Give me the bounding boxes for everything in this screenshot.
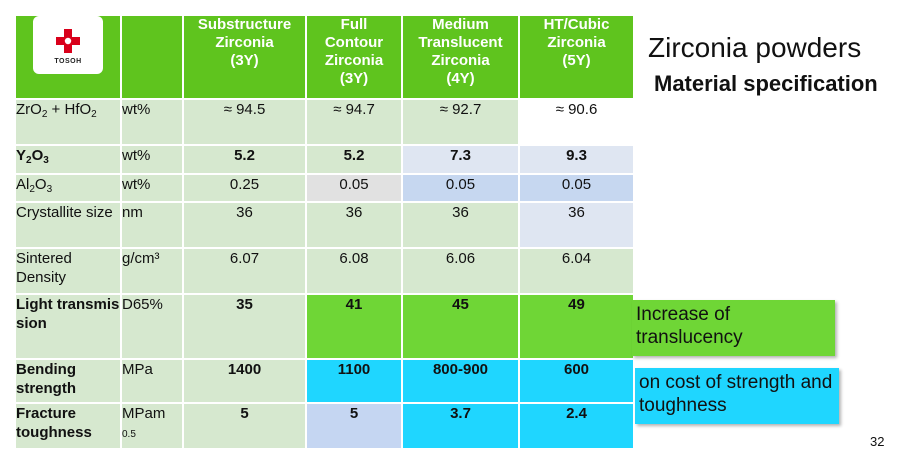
cell-value: 2.4 [520, 404, 633, 448]
row-unit: wt% [122, 175, 182, 201]
page-number: 32 [870, 434, 885, 449]
row-unit: D65% [122, 295, 182, 358]
slide-subtitle: Material specification [654, 71, 878, 96]
row-label-light: Light transmission [16, 295, 120, 358]
cell-value: 5.2 [307, 146, 401, 173]
cell-value: 49 [520, 295, 633, 358]
logo-cell: TOSOH [16, 16, 120, 98]
row-label-zro2: ZrO2 + HfO2 [16, 100, 120, 144]
cell-value: 6.07 [184, 249, 305, 293]
spec-table: TOSOH Substructure Zirconia (3Y) Full Conto… [14, 14, 635, 450]
cell-value: 800-900 [403, 360, 518, 402]
row-unit: MPam 0.5 [122, 404, 182, 448]
row-label-al2o3: Al2O3 [16, 175, 120, 201]
cell-value: 6.06 [403, 249, 518, 293]
tosoh-logo: TOSOH [33, 16, 103, 74]
strength-cost-callout: on cost of strength and toughness [635, 368, 839, 424]
row-unit: wt% [122, 100, 182, 144]
logo-text: TOSOH [54, 57, 82, 65]
row-label-fracture: Fracture toughness [16, 404, 120, 448]
col-header-full-contour: Full Contour Zirconia (3Y) [307, 16, 401, 98]
header-row: TOSOH Substructure Zirconia (3Y) Full Conto… [16, 16, 633, 98]
row-label-y2o3: Y2O3 [16, 146, 120, 173]
col-header-substructure: Substructure Zirconia (3Y) [184, 16, 305, 98]
row-unit: wt% [122, 146, 182, 173]
row-unit: MPa [122, 360, 182, 402]
cell-value: 0.05 [403, 175, 518, 201]
row-label-density: Sintered Density [16, 249, 120, 293]
slide-title: Zirconia powders [648, 32, 862, 63]
cell-value: 36 [520, 203, 633, 247]
translucency-callout: Increase of translucency [632, 300, 835, 356]
table-row: ZrO2 + HfO2 wt% ≈ 94.5 ≈ 94.7 ≈ 92.7 ≈ 9… [16, 100, 633, 144]
table-row: Al2O3 wt% 0.25 0.05 0.05 0.05 [16, 175, 633, 201]
cell-value: 5 [184, 404, 305, 448]
table-row: Bending strength MPa 1400 1100 800-900 6… [16, 360, 633, 402]
cell-value: 5 [307, 404, 401, 448]
cell-value: 6.04 [520, 249, 633, 293]
table-row: Crystallite size nm 36 36 36 36 [16, 203, 633, 247]
cell-value: 0.05 [307, 175, 401, 201]
col-header-ht-cubic: HT/Cubic Zirconia (5Y) [520, 16, 633, 98]
cell-value: 6.08 [307, 249, 401, 293]
unit-header [122, 16, 182, 98]
cell-value: 3.7 [403, 404, 518, 448]
row-label-bending: Bending strength [16, 360, 120, 402]
cell-value: 36 [307, 203, 401, 247]
cell-value: ≈ 90.6 [520, 100, 633, 144]
cell-value: 7.3 [403, 146, 518, 173]
table-row: Sintered Density g/cm³ 6.07 6.08 6.06 6.… [16, 249, 633, 293]
table-row: Fracture toughness MPam 0.5 5 5 3.7 2.4 [16, 404, 633, 448]
cell-value: 1100 [307, 360, 401, 402]
cell-value: 5.2 [184, 146, 305, 173]
cell-value: 600 [520, 360, 633, 402]
cell-value: ≈ 94.7 [307, 100, 401, 144]
tosoh-logo-icon [56, 28, 80, 53]
cell-value: 36 [403, 203, 518, 247]
cell-value: 1400 [184, 360, 305, 402]
table-row: Y2O3 wt% 5.2 5.2 7.3 9.3 [16, 146, 633, 173]
cell-value: ≈ 92.7 [403, 100, 518, 144]
cell-value: 45 [403, 295, 518, 358]
cell-value: 35 [184, 295, 305, 358]
cell-value: 9.3 [520, 146, 633, 173]
col-header-medium-translucent: Medium Translucent Zirconia (4Y) [403, 16, 518, 98]
row-unit: nm [122, 203, 182, 247]
cell-value: ≈ 94.5 [184, 100, 305, 144]
row-unit: g/cm³ [122, 249, 182, 293]
table-row: Light transmission D65% 35 41 45 49 [16, 295, 633, 358]
cell-value: 41 [307, 295, 401, 358]
cell-value: 0.05 [520, 175, 633, 201]
row-label-crystallite: Crystallite size [16, 203, 120, 247]
cell-value: 36 [184, 203, 305, 247]
cell-value: 0.25 [184, 175, 305, 201]
